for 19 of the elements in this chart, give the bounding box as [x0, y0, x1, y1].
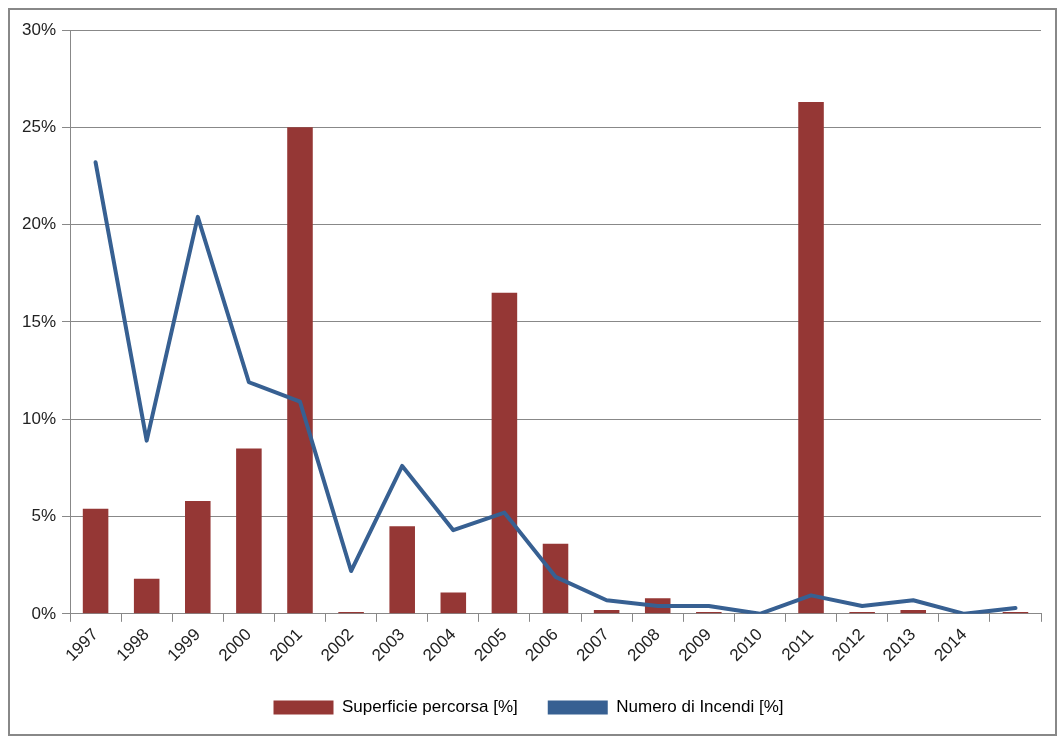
legend-label: Superficie percorsa [%] [342, 697, 518, 717]
y-tick-label: 30% [21, 19, 57, 39]
bar [236, 448, 262, 614]
bar [82, 508, 109, 614]
bar [185, 500, 211, 614]
bar [900, 609, 927, 614]
y-tick-label: 20% [21, 214, 57, 234]
y-tick-label: 10% [21, 408, 57, 428]
bar [798, 102, 824, 614]
y-tick-label: 25% [21, 116, 57, 136]
bar [491, 292, 518, 614]
bar [440, 592, 467, 614]
y-tick-label: 15% [21, 311, 57, 331]
bar [287, 127, 313, 614]
legend-label: Numero di Incendi [%] [616, 697, 784, 717]
y-tick-label: 5% [31, 506, 57, 526]
bar [389, 526, 415, 614]
y-tick-label: 0% [31, 603, 57, 623]
bar [133, 578, 160, 614]
